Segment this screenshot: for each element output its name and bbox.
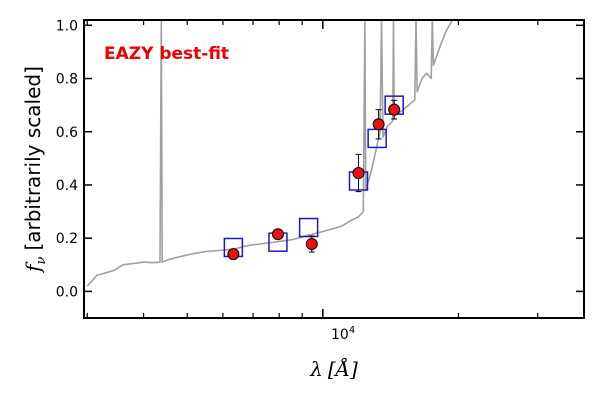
observed-point bbox=[305, 238, 318, 251]
observed-point bbox=[352, 166, 365, 179]
model-photometry-box bbox=[298, 217, 319, 238]
x-tick-label: 104 bbox=[331, 325, 355, 343]
y-tick-label: 0.8 bbox=[56, 72, 78, 88]
plot-frame bbox=[83, 19, 585, 319]
observed-point bbox=[372, 118, 385, 131]
y-tick-label: 0.4 bbox=[56, 178, 78, 194]
observed-point bbox=[271, 228, 284, 241]
y-tick-label: 1.0 bbox=[56, 18, 78, 34]
annotation-label: EAZY best-fit bbox=[104, 44, 229, 64]
y-tick-label: 0.6 bbox=[56, 125, 78, 141]
y-tick-label: 0.2 bbox=[56, 231, 78, 247]
y-tick-label: 0.0 bbox=[56, 284, 78, 300]
x-axis-label: λ [Å] bbox=[309, 356, 358, 381]
y-axis-label: fν[arbitrarily scaled] bbox=[21, 66, 49, 274]
observed-point bbox=[388, 103, 401, 116]
observed-point bbox=[227, 248, 240, 261]
model-sed-line bbox=[86, 20, 454, 287]
